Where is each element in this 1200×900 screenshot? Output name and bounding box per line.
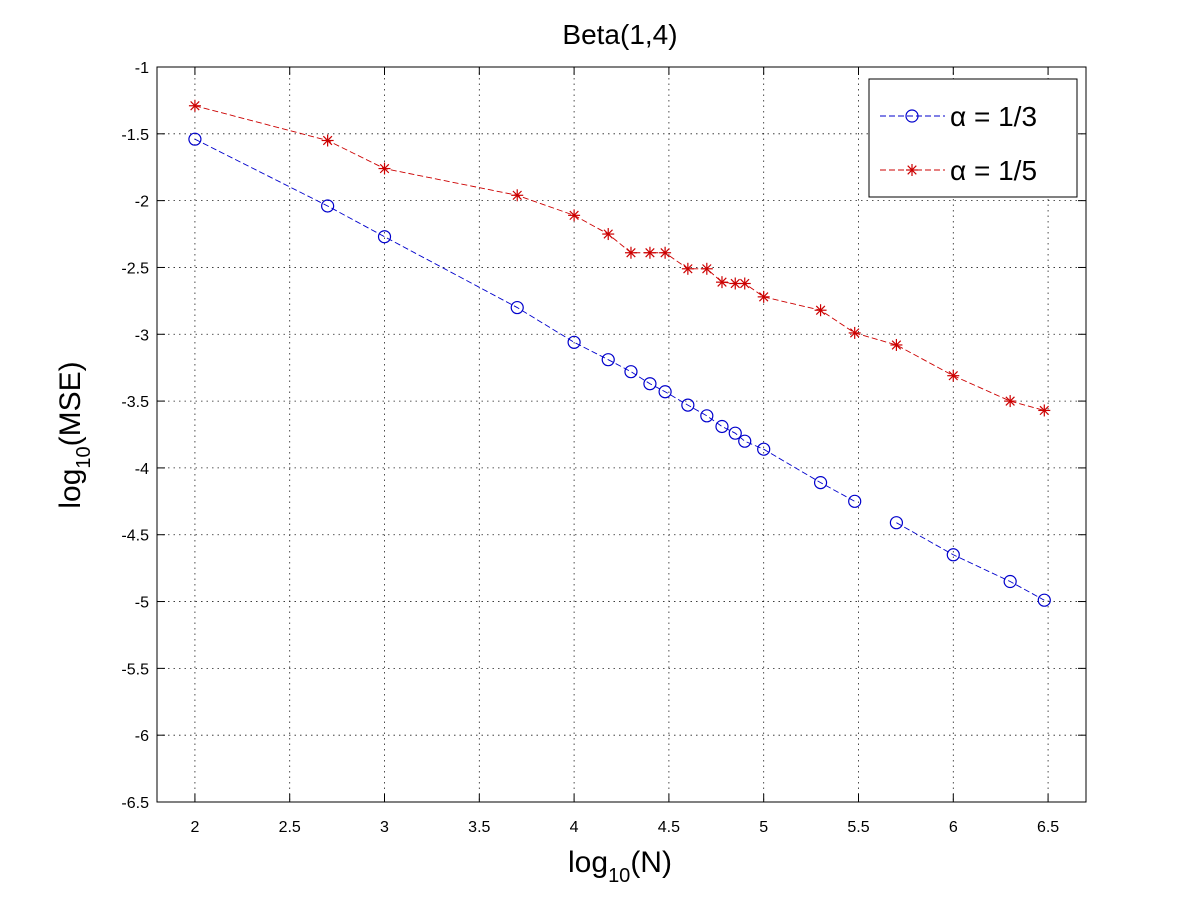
x-tick-label: 6.5 (1037, 819, 1059, 836)
y-axis-label: log10(MSE) (54, 361, 95, 508)
x-axis-label-subscript: 10 (608, 865, 630, 887)
y-tick-label: -5 (135, 595, 149, 612)
data-point (700, 262, 713, 275)
data-point (738, 277, 751, 290)
data-point (643, 377, 657, 391)
ticks (157, 66, 1086, 803)
y-tick-label: -1 (135, 60, 149, 77)
data-point (378, 162, 391, 175)
chart-title: Beta(1,4) (562, 19, 677, 50)
y-tick-label: -1.5 (121, 127, 149, 144)
y-tick-label: -2 (135, 194, 149, 211)
data-point (738, 434, 752, 448)
x-tick-label: 3 (380, 819, 389, 836)
data-point (715, 419, 729, 434)
legend-marker (906, 164, 918, 176)
legend-marker (905, 109, 919, 123)
y-axis-label-base: log (54, 469, 87, 509)
data-point (602, 228, 615, 241)
x-axis-label-suffix: (N) (630, 846, 672, 879)
data-point (848, 326, 861, 339)
y-tick-label: -2.5 (121, 260, 149, 277)
legend-box (868, 78, 1078, 198)
data-point (510, 300, 524, 315)
legend-entry: α = 1/3 (880, 101, 1037, 132)
legend-entries: α = 1/3 α = 1/5 (880, 101, 1037, 186)
y-tick-label: -6 (135, 728, 149, 745)
legend-entry: α = 1/5 (880, 155, 1037, 186)
data-point (643, 246, 656, 259)
y-axis-label-subscript: 10 (73, 446, 95, 468)
data-point (511, 189, 524, 202)
y-tick-label: -4.5 (121, 528, 149, 545)
data-point (757, 290, 770, 303)
series-alpha-1-5 (188, 99, 1051, 417)
data-point (715, 276, 728, 289)
x-tick-label: 6 (949, 819, 958, 836)
y-tick-label: -3.5 (121, 394, 149, 411)
data-point (377, 230, 392, 244)
series-alpha-1-3 (188, 132, 1051, 607)
data-point (1004, 395, 1017, 408)
y-tick-label: -3 (135, 327, 149, 344)
data-point (700, 409, 714, 423)
data-point (624, 365, 638, 379)
data-point (889, 516, 904, 530)
legend: α = 1/3 α = 1/5 (868, 78, 1078, 198)
data-point (1003, 574, 1017, 589)
data-point (1038, 404, 1051, 417)
data-point (890, 338, 903, 351)
data-point (321, 134, 334, 147)
data-point (567, 335, 581, 349)
x-tick-label: 4 (570, 819, 579, 836)
data-point (681, 398, 695, 412)
legend-label: α = 1/3 (950, 101, 1037, 132)
x-axis-label-base: log (568, 846, 608, 879)
x-tick-label: 3.5 (468, 819, 490, 836)
data-point (659, 246, 672, 259)
y-tick-label: -5.5 (121, 661, 149, 678)
x-tick-label: 5 (759, 819, 768, 836)
data-point (947, 369, 960, 382)
series-line (896, 522, 1045, 601)
data-point (848, 494, 862, 508)
data-point (681, 262, 694, 275)
x-tick-label: 2.5 (279, 819, 301, 836)
x-tick-labels: 2 2.5 3 3.5 4 4.5 5 5.5 6 6.5 (190, 819, 1059, 836)
data-point (321, 199, 335, 213)
data-point (624, 246, 637, 259)
x-tick-label: 2 (190, 819, 199, 836)
legend-label: α = 1/5 (950, 155, 1037, 186)
data-point (757, 442, 771, 456)
series-layer (188, 99, 1051, 607)
data-point (188, 99, 201, 112)
x-tick-label: 5.5 (847, 819, 869, 836)
data-point (728, 426, 742, 440)
data-point (188, 132, 202, 146)
data-point (813, 476, 828, 490)
x-axis-label: log10(N) (568, 846, 672, 887)
data-point (658, 385, 672, 399)
y-tick-labels: -1 -1.5 -2 -2.5 -3 -3.5 -4 -4.5 -5 -5.5 -6 -6.5 (121, 60, 149, 812)
plot-frame (156, 66, 1087, 803)
y-axis-label-suffix: (MSE) (54, 361, 87, 446)
data-point (1037, 593, 1051, 607)
y-tick-label: -6.5 (121, 795, 149, 812)
x-tick-label: 4.5 (658, 819, 680, 836)
data-point (568, 209, 581, 222)
data-point (946, 548, 960, 562)
data-point (601, 353, 615, 367)
y-tick-label: -4 (135, 461, 149, 478)
data-point (814, 304, 827, 317)
series-line (194, 138, 855, 502)
